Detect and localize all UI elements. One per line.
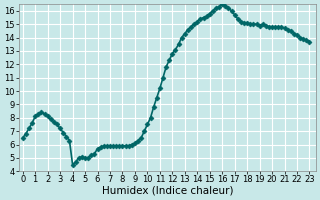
X-axis label: Humidex (Indice chaleur): Humidex (Indice chaleur): [101, 186, 233, 196]
